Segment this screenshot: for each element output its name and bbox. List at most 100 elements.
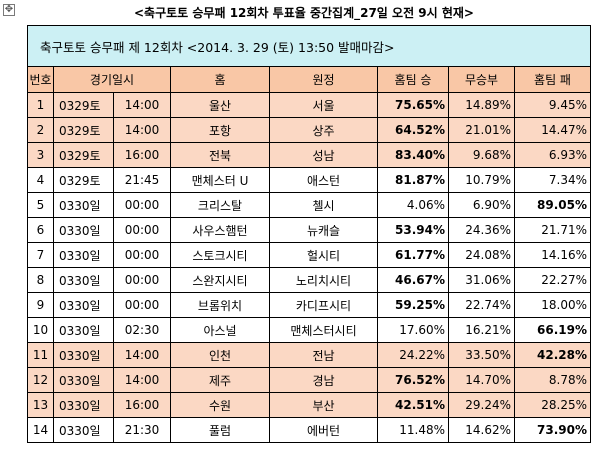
cell-no: 14 <box>27 417 54 443</box>
cell-draw: 24.08% <box>448 242 515 268</box>
header-datetime: 경기일시 <box>53 66 171 93</box>
cell-draw: 14.70% <box>448 367 515 393</box>
header-home: 홈 <box>170 66 270 93</box>
cell-no: 11 <box>27 342 54 368</box>
cell-home: 수원 <box>170 392 270 418</box>
cell-time: 14:00 <box>113 92 171 118</box>
cell-home-lose: 42.28% <box>513 342 592 368</box>
cell-no: 9 <box>27 292 54 318</box>
cell-draw: 33.50% <box>448 342 515 368</box>
cell-home-lose: 21.71% <box>513 217 592 243</box>
cell-no: 3 <box>27 142 54 168</box>
cell-draw: 21.01% <box>448 117 515 143</box>
cell-time: 00:00 <box>113 292 171 318</box>
cell-home-lose: 73.90% <box>513 417 592 443</box>
cell-home-win: 17.60% <box>377 317 449 343</box>
cell-time: 16:00 <box>113 142 171 168</box>
cell-home-lose: 18.00% <box>513 292 592 318</box>
cell-home-lose: 89.05% <box>513 192 592 218</box>
cell-time: 21:30 <box>113 417 171 443</box>
cell-home-win: 59.25% <box>377 292 449 318</box>
cell-date: 0329토 <box>53 117 114 143</box>
cell-time: 00:00 <box>113 242 171 268</box>
cell-draw: 22.74% <box>448 292 515 318</box>
cell-date: 0330일 <box>53 417 114 443</box>
table-row: 10 0330일 02:30 아스널 맨체스터시티 17.60% 16.21% 66.19% <box>27 317 592 343</box>
cell-home-win: 81.87% <box>377 167 449 193</box>
cell-no: 13 <box>27 392 54 418</box>
cell-away: 성남 <box>269 142 378 168</box>
cell-home-win: 11.48% <box>377 417 449 443</box>
cell-home: 크리스탈 <box>170 192 270 218</box>
table-caption: 축구토토 승무패 제 12회차 <2014. 3. 29 (토) 13:50 발… <box>26 25 592 67</box>
cell-time: 02:30 <box>113 317 171 343</box>
cell-no: 1 <box>27 92 54 118</box>
cell-away: 노리치시티 <box>269 267 378 293</box>
cell-away: 카디프시티 <box>269 292 378 318</box>
cell-home: 울산 <box>170 92 270 118</box>
cell-no: 8 <box>27 267 54 293</box>
cell-date: 0329토 <box>53 92 114 118</box>
cell-date: 0330일 <box>53 267 114 293</box>
cell-draw: 31.06% <box>448 267 515 293</box>
cell-home-lose: 7.34% <box>513 167 592 193</box>
cell-home-lose: 6.93% <box>513 142 592 168</box>
cell-home-win: 83.40% <box>377 142 449 168</box>
cell-draw: 9.68% <box>448 142 515 168</box>
cell-draw: 16.21% <box>448 317 515 343</box>
cell-home-lose: 8.78% <box>513 367 592 393</box>
cell-away: 뉴캐슬 <box>269 217 378 243</box>
cell-time: 14:00 <box>113 367 171 393</box>
table-row: 14 0330일 21:30 풀럼 에버턴 11.48% 14.62% 73.90% <box>27 417 592 443</box>
page-title: <축구토토 승무패 12회차 투표율 중간집계_27일 오전 9시 현재> <box>134 6 474 20</box>
move-handle-icon[interactable]: ✥ <box>3 4 15 16</box>
cell-time: 00:00 <box>113 192 171 218</box>
cell-time: 21:45 <box>113 167 171 193</box>
cell-home-lose: 14.16% <box>513 242 592 268</box>
cell-away: 상주 <box>269 117 378 143</box>
cell-date: 0330일 <box>53 292 114 318</box>
table-row: 9 0330일 00:00 브롬위치 카디프시티 59.25% 22.74% 18.00% <box>27 292 592 318</box>
header-no: 번호 <box>27 66 54 93</box>
table-row: 1 0329토 14:00 울산 서울 75.65% 14.89% 9.45% <box>27 92 592 118</box>
cell-time: 14:00 <box>113 117 171 143</box>
table-row: 6 0330일 00:00 사우스햄턴 뉴캐슬 53.94% 24.36% 21.71% <box>27 217 592 243</box>
cell-draw: 10.79% <box>448 167 515 193</box>
cell-away: 에버턴 <box>269 417 378 443</box>
cell-no: 12 <box>27 367 54 393</box>
cell-home-lose: 22.27% <box>513 267 592 293</box>
cell-home: 아스널 <box>170 317 270 343</box>
cell-no: 5 <box>27 192 54 218</box>
cell-date: 0329토 <box>53 167 114 193</box>
cell-date: 0330일 <box>53 392 114 418</box>
cell-away: 전남 <box>269 342 378 368</box>
cell-draw: 6.90% <box>448 192 515 218</box>
table-row: 5 0330일 00:00 크리스탈 첼시 4.06% 6.90% 89.05% <box>27 192 592 218</box>
cell-home-lose: 9.45% <box>513 92 592 118</box>
header-draw: 무승부 <box>448 66 515 93</box>
cell-no: 7 <box>27 242 54 268</box>
cell-home: 포항 <box>170 117 270 143</box>
cell-draw: 29.24% <box>448 392 515 418</box>
cell-home-win: 4.06% <box>377 192 449 218</box>
cell-home: 스완지시티 <box>170 267 270 293</box>
table-row: 2 0329토 14:00 포항 상주 64.52% 21.01% 14.47% <box>27 117 592 143</box>
cell-date: 0330일 <box>53 317 114 343</box>
cell-draw: 24.36% <box>448 217 515 243</box>
cell-draw: 14.62% <box>448 417 515 443</box>
table-row: 11 0330일 14:00 인천 전남 24.22% 33.50% 42.28% <box>27 342 592 368</box>
cell-time: 16:00 <box>113 392 171 418</box>
cell-date: 0330일 <box>53 367 114 393</box>
cell-no: 6 <box>27 217 54 243</box>
cell-away: 맨체스터시티 <box>269 317 378 343</box>
cell-home-lose: 14.47% <box>513 117 592 143</box>
cell-time: 00:00 <box>113 217 171 243</box>
cell-away: 헐시티 <box>269 242 378 268</box>
cell-away: 경남 <box>269 367 378 393</box>
cell-no: 4 <box>27 167 54 193</box>
cell-no: 10 <box>27 317 54 343</box>
cell-home-win: 75.65% <box>377 92 449 118</box>
cell-home-win: 46.67% <box>377 267 449 293</box>
table-row: 3 0329토 16:00 전북 성남 83.40% 9.68% 6.93% <box>27 142 592 168</box>
table-row: 13 0330일 16:00 수원 부산 42.51% 29.24% 28.25% <box>27 392 592 418</box>
